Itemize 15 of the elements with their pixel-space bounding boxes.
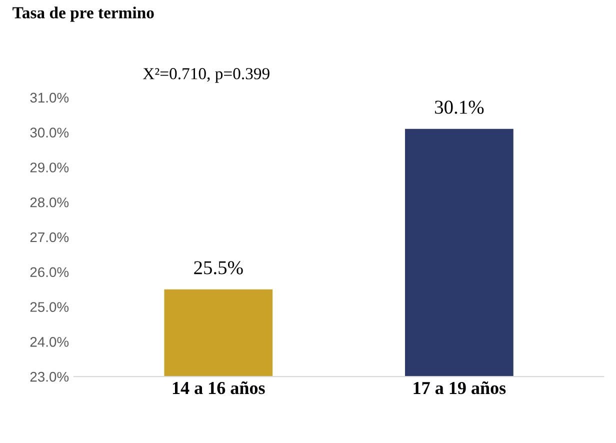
text: X²=0.710, p=0.399	[142, 68, 270, 83]
y-axis-title: Tasa de pre termino	[12, 6, 154, 22]
y-tick-label: 23.0%	[30, 372, 69, 382]
y-tick-label: 24.0%	[30, 337, 69, 347]
data-label: 25.5%	[194, 261, 243, 274]
x-tick-label: 17 a 19 años	[414, 381, 506, 394]
y-tick-label: 31.0%	[30, 92, 69, 103]
y-tick-label: 27.0%	[30, 232, 69, 242]
x-tick-label: 14 a 16 años	[172, 381, 265, 394]
y-tick-label: 28.0%	[30, 197, 69, 208]
y-tick-label: 30.0%	[30, 128, 69, 138]
data-label: 30.1%	[435, 100, 484, 114]
y-tick-label: 29.0%	[30, 162, 69, 172]
y-tick-label: 26.0%	[30, 267, 69, 278]
y-tick-label: 25.0%	[30, 302, 69, 312]
